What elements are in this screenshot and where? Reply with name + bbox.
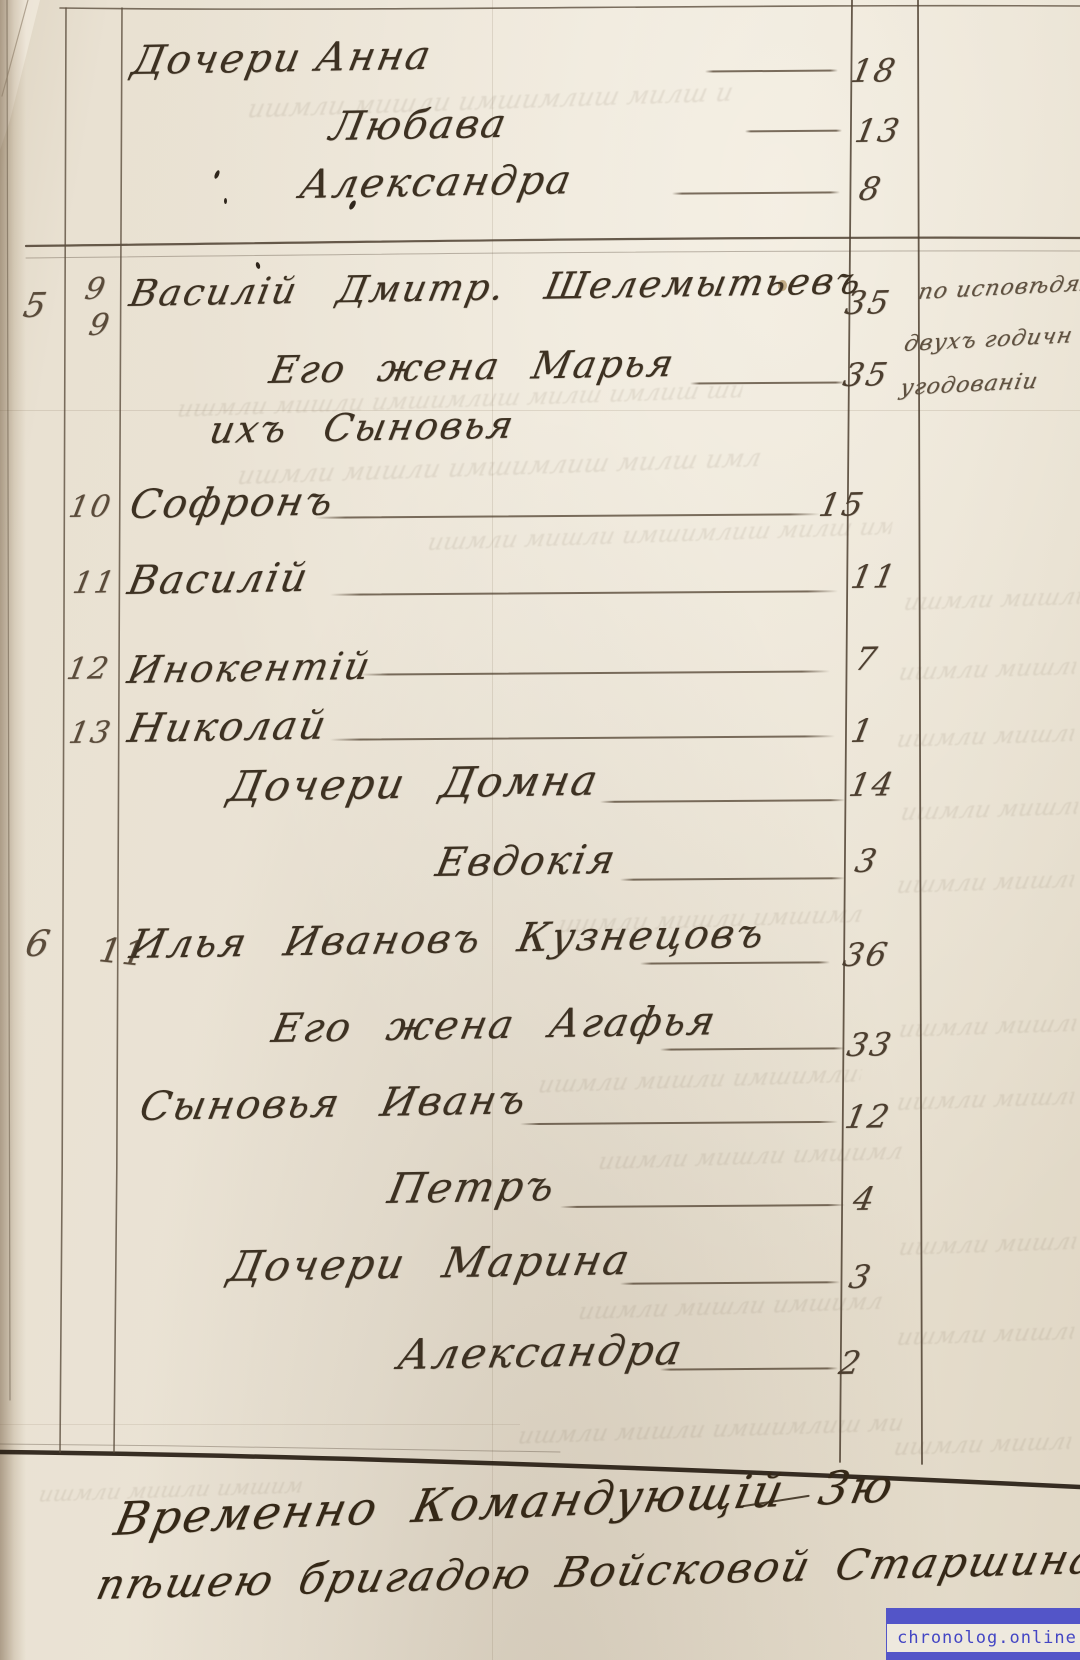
register-row-text: Дочери Домна: [224, 755, 604, 811]
register-row-text: Александра: [394, 1325, 688, 1379]
register-row-text: Его жена Агафья: [268, 998, 721, 1052]
age-value: 36: [840, 935, 893, 974]
horizontal-crease: [0, 1424, 520, 1425]
watermark-label: chronolog.online: [887, 1624, 1080, 1652]
age-value: 35: [840, 355, 893, 394]
age-value: 13: [852, 111, 905, 150]
ink-fleck: [224, 198, 227, 204]
register-row-text: Евдокія: [432, 836, 621, 886]
age-value: 14: [846, 765, 899, 804]
person-number: 13: [66, 715, 116, 751]
register-row-text: Дочери Марина: [224, 1235, 636, 1291]
register-row-text: Дочери Анна: [128, 32, 437, 84]
register-row-text: ихъ Сыновья: [206, 402, 519, 452]
left-page-edge: [0, 0, 26, 1660]
register-row-text: Василій: [124, 554, 314, 604]
age-value: 15: [816, 485, 869, 524]
age-value: 35: [842, 283, 895, 322]
register-row-text: Инокентій: [124, 643, 376, 692]
register-row-text: Софронъ: [126, 478, 339, 528]
vertical-crease: [492, 0, 493, 1660]
paper-stain: [778, 280, 787, 291]
person-number: 12: [64, 651, 114, 687]
age-value: 11: [848, 557, 901, 596]
register-row-text: Петръ: [384, 1161, 561, 1213]
register-row-text: Николай: [124, 702, 332, 752]
age-value: 18: [848, 51, 901, 90]
person-number: 10: [66, 489, 116, 525]
age-value: 12: [842, 1097, 895, 1136]
person-number: 11: [70, 565, 120, 601]
watermark-text: chronolog.online: [897, 1628, 1077, 1648]
horizontal-crease: [0, 410, 1080, 411]
register-row-text: Александра: [296, 157, 577, 208]
register-row-text: Его жена Марья: [266, 340, 680, 392]
age-value: 33: [844, 1025, 897, 1064]
register-row-text: Любава: [326, 100, 512, 150]
watermark-badge: chronolog.online: [886, 1608, 1080, 1660]
register-row-text: Сыновья Иванъ: [136, 1077, 532, 1130]
